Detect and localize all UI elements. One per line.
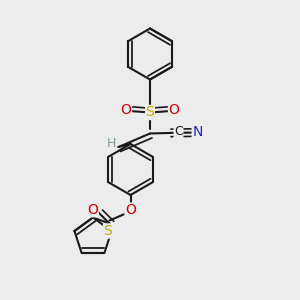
Text: C: C (174, 125, 183, 139)
Text: O: O (125, 203, 136, 217)
Text: O: O (169, 103, 179, 116)
Text: N: N (192, 125, 203, 139)
Text: O: O (121, 103, 131, 116)
Text: S: S (103, 224, 112, 238)
Text: S: S (146, 106, 154, 119)
Text: H: H (106, 137, 116, 150)
Text: O: O (87, 203, 98, 217)
